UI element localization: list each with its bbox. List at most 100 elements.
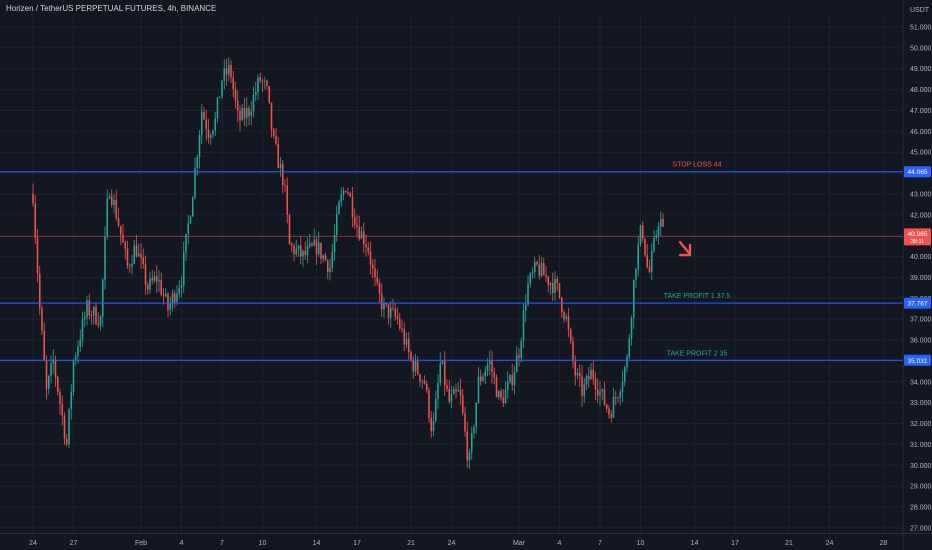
time-tick-label: 7 bbox=[220, 540, 224, 547]
time-tick-label: 24 bbox=[826, 540, 834, 547]
price-tick-label: 49.000 bbox=[910, 66, 932, 73]
candle-body bbox=[180, 285, 183, 288]
candle-body bbox=[457, 389, 460, 392]
candle-body bbox=[563, 311, 565, 319]
candle-body bbox=[218, 96, 221, 98]
time-axis[interactable]: 24 27 Feb 4 7 10 14 17 21 24 Mar 4 7 10 14 17 21 24 28 bbox=[0, 533, 932, 548]
candle-body bbox=[428, 389, 430, 418]
candle-body bbox=[520, 340, 523, 358]
candle-body bbox=[79, 339, 82, 347]
candle-body bbox=[628, 338, 631, 358]
candle-body bbox=[90, 315, 93, 316]
price-tick-label: 33.000 bbox=[910, 400, 932, 407]
candle-body bbox=[178, 287, 181, 294]
time-tick-label: 21 bbox=[785, 540, 793, 547]
candle-body bbox=[473, 427, 475, 434]
candle-body bbox=[545, 275, 547, 277]
candle-body bbox=[383, 302, 385, 310]
symbol-name[interactable]: Horizen / TetherUS PERPETUAL FUTURES bbox=[6, 4, 163, 13]
candle-body bbox=[281, 163, 284, 186]
candle-body bbox=[252, 94, 255, 112]
candle-body bbox=[137, 253, 140, 257]
candle-body bbox=[596, 389, 599, 396]
candle-body bbox=[502, 397, 505, 404]
candle-body bbox=[421, 380, 424, 382]
candle-body bbox=[533, 261, 536, 273]
price-axis[interactable]: 27.000 28.000 29.000 30.000 31.000 32.000 33.0… bbox=[902, 0, 932, 550]
candle-body bbox=[470, 433, 473, 453]
candle-body bbox=[45, 360, 48, 389]
candle-body bbox=[97, 323, 100, 326]
candle-body bbox=[324, 255, 327, 261]
candle-body bbox=[351, 196, 354, 218]
price-tick-label: 43.000 bbox=[910, 191, 932, 198]
candle-body bbox=[243, 108, 246, 118]
candle-body bbox=[376, 277, 379, 283]
candle-body bbox=[540, 263, 543, 276]
candle-body bbox=[547, 276, 550, 286]
candle-body bbox=[459, 389, 462, 396]
candle-body bbox=[331, 251, 334, 268]
candle-body bbox=[356, 225, 358, 228]
candle-body bbox=[335, 213, 338, 236]
candle-body bbox=[558, 282, 561, 298]
candle-body bbox=[524, 304, 527, 311]
candle-body bbox=[173, 293, 176, 302]
candle-body bbox=[612, 397, 615, 418]
candle-body bbox=[484, 371, 487, 377]
candle-body bbox=[486, 364, 489, 372]
candle-body bbox=[367, 247, 370, 252]
candle-body bbox=[266, 80, 268, 87]
candle-body bbox=[342, 191, 345, 195]
candle-body bbox=[272, 129, 275, 137]
price-tick-label: 32.000 bbox=[910, 421, 932, 428]
candle-body bbox=[556, 278, 559, 283]
price-tick-label: 36.000 bbox=[910, 338, 932, 345]
candle-body bbox=[482, 376, 484, 382]
candle-body bbox=[414, 360, 417, 372]
candle-body bbox=[133, 245, 136, 264]
take-profit-2-price-tag[interactable] bbox=[904, 354, 931, 366]
candle-body bbox=[198, 135, 201, 158]
candle-body bbox=[646, 255, 649, 267]
candle-body bbox=[344, 191, 347, 193]
time-tick-label: 28 bbox=[880, 540, 888, 547]
candle-body bbox=[41, 307, 43, 331]
down-right-arrow-icon[interactable] bbox=[678, 240, 692, 257]
interval-label[interactable]: 4h bbox=[167, 4, 177, 13]
candle-body bbox=[108, 196, 111, 199]
candle-body bbox=[187, 223, 190, 235]
take-profit-1-label: TAKE PROFIT 1 37.5 bbox=[664, 293, 731, 300]
candle-body bbox=[295, 248, 298, 255]
take-profit-1-price-tag[interactable] bbox=[904, 297, 931, 309]
candle-body bbox=[518, 355, 520, 358]
candles-layer bbox=[32, 57, 664, 469]
candle-body bbox=[452, 389, 455, 395]
candle-body bbox=[581, 376, 583, 396]
candle-body bbox=[437, 382, 439, 399]
candle-body bbox=[119, 225, 122, 235]
candle-body bbox=[286, 185, 289, 215]
candle-body bbox=[369, 251, 372, 265]
candle-body bbox=[86, 300, 88, 318]
candle-body bbox=[603, 389, 606, 405]
candle-body bbox=[106, 198, 109, 237]
candle-body bbox=[261, 81, 264, 82]
candle-body bbox=[153, 276, 156, 281]
candle-body bbox=[268, 86, 271, 103]
candle-body bbox=[347, 192, 349, 194]
stop-loss-price-tag[interactable] bbox=[904, 166, 931, 178]
candle-body bbox=[466, 431, 469, 461]
candle-body bbox=[290, 244, 293, 246]
candle-body bbox=[511, 375, 514, 386]
price-tick-label: 39.000 bbox=[910, 275, 932, 282]
last-price-tag[interactable] bbox=[904, 228, 931, 246]
candle-body bbox=[221, 80, 223, 97]
candle-body bbox=[194, 168, 196, 198]
candle-body bbox=[92, 306, 95, 316]
candle-body bbox=[464, 413, 466, 432]
candle-body bbox=[446, 385, 448, 390]
candle-body bbox=[491, 360, 493, 373]
candle-body bbox=[374, 268, 376, 278]
